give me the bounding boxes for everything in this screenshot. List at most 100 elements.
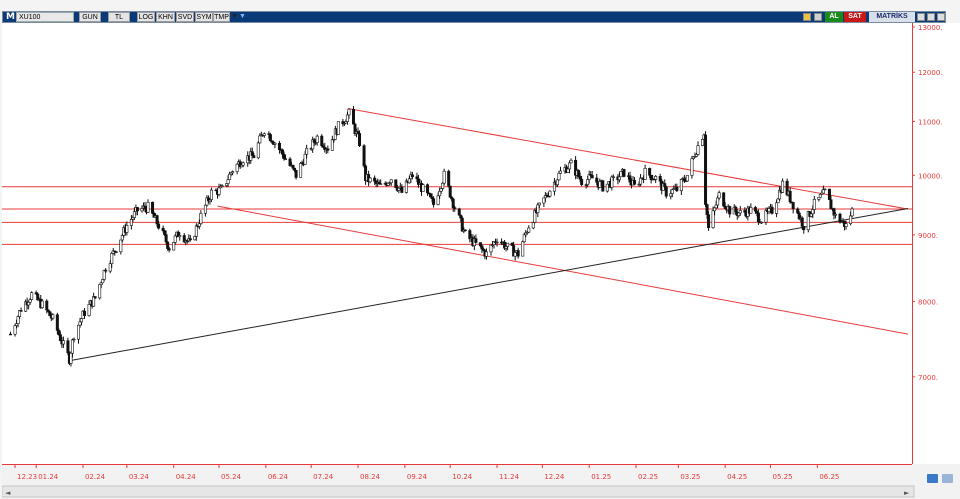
price-bar — [759, 221, 763, 225]
price-bar — [188, 234, 192, 242]
price-bar — [379, 179, 383, 185]
price-bar — [226, 175, 230, 188]
x-tick-label: 02.24 — [85, 473, 106, 481]
price-bar — [619, 171, 623, 178]
price-bar — [252, 152, 256, 159]
symbol-field[interactable]: XU100 — [16, 12, 74, 22]
settings-icon[interactable] — [814, 13, 822, 21]
sell-button[interactable]: SAT — [844, 12, 866, 22]
price-bar — [796, 207, 800, 215]
price-bar — [716, 195, 720, 209]
price-bar — [178, 232, 182, 241]
price-bar — [336, 121, 340, 135]
tmp-button[interactable]: TMP — [213, 12, 230, 22]
alarm-icon[interactable] — [803, 13, 811, 21]
scroll-right-icon[interactable]: ► — [904, 489, 910, 497]
price-bar — [125, 221, 129, 236]
price-bar — [442, 168, 446, 186]
price-bar — [410, 171, 414, 180]
sym-button[interactable]: SYM — [195, 12, 213, 22]
price-bar — [83, 307, 87, 319]
scroll-left-icon[interactable]: ◄ — [5, 489, 11, 497]
daily-button[interactable]: GUN — [79, 12, 101, 22]
x-tick-label: 05.25 — [773, 473, 793, 481]
price-bar — [172, 242, 176, 251]
price-bar — [194, 223, 198, 241]
filter-icon[interactable]: ▼ — [239, 13, 246, 20]
price-bar — [474, 234, 478, 244]
price-bar — [61, 336, 65, 348]
plot-background — [2, 23, 912, 464]
price-bar — [347, 107, 351, 119]
price-bar — [701, 138, 705, 147]
price-bar — [844, 220, 848, 230]
price-bar — [829, 195, 833, 210]
x-tick-label: 11.24 — [499, 473, 520, 481]
price-bar — [489, 244, 493, 256]
price-bar — [40, 298, 44, 309]
price-bar — [368, 177, 372, 184]
price-bar — [294, 169, 298, 180]
svd-button[interactable]: SVD — [176, 12, 194, 22]
price-bar — [506, 242, 510, 251]
price-bar — [18, 310, 22, 319]
price-bar — [512, 241, 516, 257]
price-bar — [722, 192, 726, 207]
price-bar — [404, 178, 408, 194]
price-bar — [72, 337, 76, 343]
navigate-icon[interactable] — [942, 474, 953, 483]
price-bar — [102, 269, 106, 282]
price-bar — [587, 170, 591, 184]
price-chart[interactable]: 13000. 12000. 11000. 10000. 9000. 8000. 7000. — [2, 23, 960, 464]
price-bar — [55, 312, 59, 335]
y-tick-label: 13000. — [918, 24, 943, 32]
price-bar — [389, 179, 393, 186]
price-bar — [533, 208, 537, 224]
maximize-icon[interactable] — [927, 13, 935, 21]
price-bar — [293, 167, 297, 173]
price-bar — [717, 190, 721, 201]
price-bar — [364, 164, 368, 185]
price-bar — [453, 205, 457, 212]
price-bar — [113, 250, 117, 256]
price-bar — [639, 174, 643, 187]
price-bar — [670, 188, 674, 198]
price-bar — [711, 206, 715, 229]
price-bar — [516, 247, 520, 259]
price-bar — [791, 202, 795, 214]
y-tick-label: 12000. — [918, 69, 943, 77]
khn-button[interactable]: KHN — [156, 12, 175, 22]
close-icon[interactable] — [937, 13, 945, 21]
price-bar — [648, 167, 652, 178]
price-bar — [770, 204, 774, 215]
price-bar — [320, 134, 324, 148]
price-bar — [92, 292, 96, 307]
price-bar — [273, 141, 277, 149]
currency-button[interactable]: TL — [108, 12, 130, 22]
price-bar — [114, 251, 118, 253]
price-bar — [495, 238, 499, 247]
price-bar — [568, 160, 572, 174]
price-bar — [806, 210, 810, 233]
price-bar — [818, 193, 822, 198]
price-bar — [373, 175, 377, 185]
price-bar — [48, 311, 52, 317]
price-bar — [432, 196, 436, 208]
zoom-icon[interactable] — [927, 474, 938, 483]
log-button[interactable]: LOG — [137, 12, 155, 22]
price-bar — [823, 188, 827, 191]
price-bar — [421, 183, 425, 192]
price-bar — [104, 268, 108, 274]
price-bar — [9, 331, 13, 336]
minimize-icon[interactable] — [917, 13, 925, 21]
x-tick-label: 04.24 — [176, 473, 197, 481]
price-bar — [303, 150, 307, 165]
horizontal-scrollbar[interactable] — [2, 485, 915, 498]
buy-button[interactable]: AL — [825, 12, 843, 22]
price-bar — [283, 154, 287, 160]
x-tick-label: 01.25 — [591, 473, 611, 481]
dropdown-arrow-icon[interactable]: ▼ — [231, 13, 238, 20]
price-bar — [832, 207, 836, 220]
y-tick-label: 9000. — [918, 232, 938, 240]
